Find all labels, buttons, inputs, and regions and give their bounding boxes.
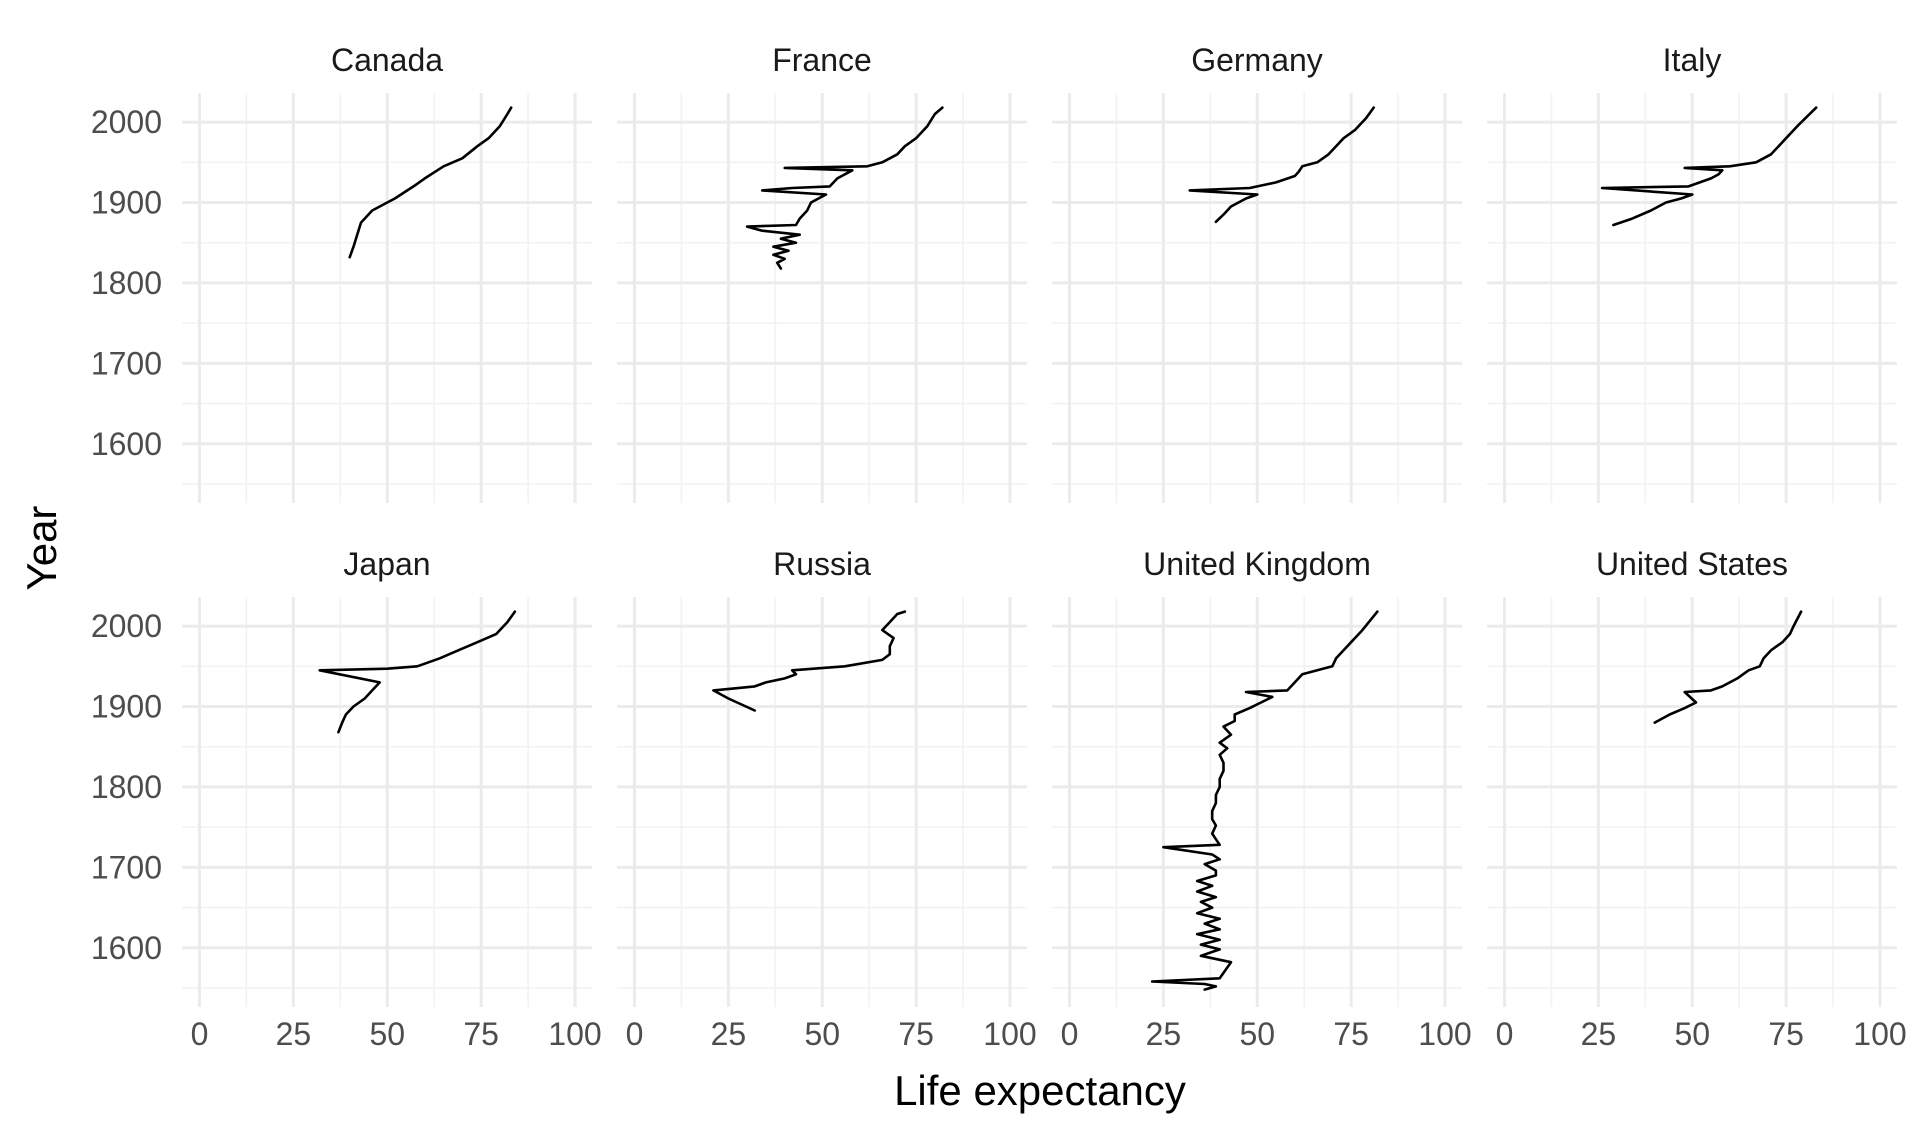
series-line (318, 610, 517, 734)
panel-strip-label: Russia (773, 546, 871, 582)
x-tick-label: 25 (276, 1016, 312, 1052)
y-tick-label: 1900 (91, 185, 162, 221)
y-tick-label: 2000 (91, 104, 162, 140)
x-tick-label: 50 (369, 1016, 405, 1052)
y-tick-label: 2000 (91, 608, 162, 644)
panel-germany: Germany (1052, 42, 1462, 503)
x-tick-label: 100 (1853, 1016, 1906, 1052)
y-tick-label: 1700 (91, 345, 162, 381)
x-tick-label: 50 (804, 1016, 840, 1052)
panel-strip-label: Canada (331, 42, 443, 78)
chart-panels: Canada 1600 1700 1800 1900 2000 France Germany I… (91, 42, 1907, 1052)
series-line (1653, 610, 1803, 724)
x-tick-label: 100 (548, 1016, 601, 1052)
y-tick-label: 1700 (91, 849, 162, 885)
x-tick-label: 0 (1496, 1016, 1514, 1052)
panel-united-states: United States 0 25 50 75 100 (1487, 546, 1907, 1052)
panel-france: France (617, 42, 1027, 503)
x-tick-label: 75 (1768, 1016, 1804, 1052)
y-tick-label: 1800 (91, 769, 162, 805)
x-tick-label: 100 (1418, 1016, 1471, 1052)
panel-strip-label: Japan (343, 546, 430, 582)
x-tick-label: 50 (1239, 1016, 1275, 1052)
x-tick-label: 25 (1581, 1016, 1617, 1052)
x-tick-label: 75 (898, 1016, 934, 1052)
x-tick-label: 25 (711, 1016, 747, 1052)
panel-strip-label: Germany (1191, 42, 1323, 78)
panel-strip-label: United Kingdom (1143, 546, 1371, 582)
x-tick-label: 75 (463, 1016, 499, 1052)
panel-strip-label: Italy (1663, 42, 1722, 78)
panel-russia: Russia 0 25 50 75 100 (617, 546, 1037, 1052)
y-tick-label: 1800 (91, 265, 162, 301)
y-tick-label: 1600 (91, 930, 162, 966)
panel-united-kingdom: United Kingdom 0 25 50 75 100 (1052, 546, 1472, 1052)
panel-strip-label: France (772, 42, 872, 78)
panel-japan: Japan 0 25 50 75 100 1600 1700 1800 1900 2000 (91, 546, 602, 1052)
series-line (348, 106, 513, 259)
series-line (1150, 610, 1379, 991)
x-tick-label: 0 (1061, 1016, 1079, 1052)
x-tick-label: 50 (1674, 1016, 1710, 1052)
x-tick-label: 0 (191, 1016, 209, 1052)
series-line (712, 610, 907, 712)
series-line (745, 106, 944, 270)
y-axis-title: Year (18, 506, 65, 591)
panel-canada: Canada 1600 1700 1800 1900 2000 (91, 42, 592, 503)
panel-italy: Italy (1487, 42, 1897, 503)
y-tick-label: 1600 (91, 426, 162, 462)
y-tick-label: 1900 (91, 689, 162, 725)
series-line (1188, 106, 1375, 224)
x-tick-label: 100 (983, 1016, 1036, 1052)
x-tick-label: 25 (1146, 1016, 1182, 1052)
x-tick-label: 0 (626, 1016, 644, 1052)
series-line (1600, 106, 1818, 227)
x-tick-label: 75 (1333, 1016, 1369, 1052)
panel-strip-label: United States (1596, 546, 1788, 582)
x-axis-title: Life expectancy (894, 1067, 1186, 1114)
